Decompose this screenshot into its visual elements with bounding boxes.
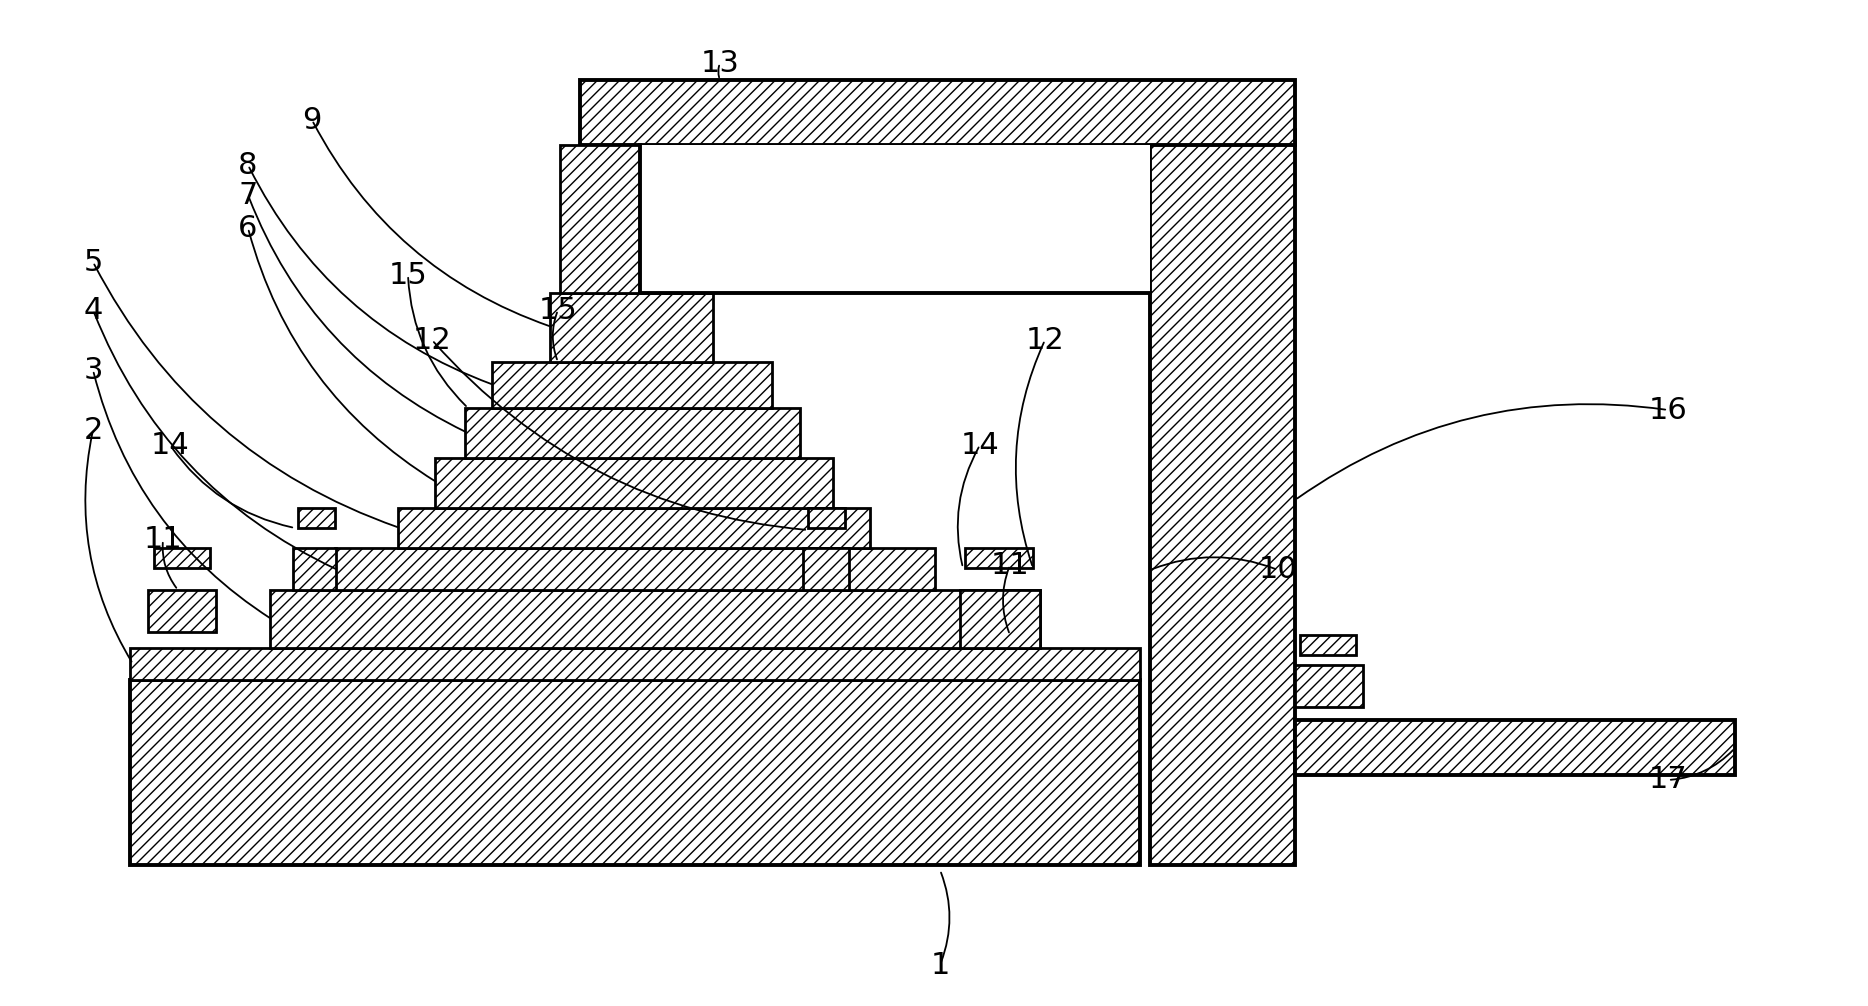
Bar xyxy=(299,508,334,528)
Text: 3: 3 xyxy=(84,355,103,384)
Bar xyxy=(334,548,936,590)
Bar xyxy=(435,458,833,508)
Text: 1: 1 xyxy=(930,951,949,980)
Bar xyxy=(148,590,217,632)
Bar xyxy=(398,508,870,548)
Bar xyxy=(271,590,1040,648)
Text: 16: 16 xyxy=(1649,395,1687,425)
Text: 14: 14 xyxy=(151,431,189,460)
Text: 5: 5 xyxy=(84,247,103,277)
Text: 11: 11 xyxy=(990,550,1029,579)
Text: 7: 7 xyxy=(239,180,258,209)
Text: 12: 12 xyxy=(1026,326,1065,354)
Text: 8: 8 xyxy=(239,151,258,179)
Text: 15: 15 xyxy=(389,261,428,290)
Bar xyxy=(153,548,209,568)
Bar xyxy=(579,80,1295,145)
Bar xyxy=(131,680,1139,865)
Text: 9: 9 xyxy=(303,106,321,135)
Bar xyxy=(1295,665,1364,707)
Bar xyxy=(960,590,1040,648)
Bar xyxy=(560,145,641,293)
Bar xyxy=(491,362,771,408)
Bar xyxy=(641,145,1151,293)
Text: 10: 10 xyxy=(1259,555,1298,584)
Bar xyxy=(809,508,844,528)
Bar xyxy=(465,408,800,458)
Bar xyxy=(1295,720,1735,775)
Text: 4: 4 xyxy=(84,296,103,325)
Text: 2: 2 xyxy=(84,415,103,445)
Text: 15: 15 xyxy=(538,296,577,325)
Text: 13: 13 xyxy=(700,48,740,77)
Bar xyxy=(549,293,714,362)
Text: 6: 6 xyxy=(239,213,258,242)
Bar xyxy=(803,548,848,590)
Text: 12: 12 xyxy=(413,326,452,354)
Text: 17: 17 xyxy=(1649,766,1687,795)
Text: 11: 11 xyxy=(144,525,183,554)
Bar xyxy=(131,648,1139,680)
Bar xyxy=(1151,130,1295,865)
Bar xyxy=(966,548,1033,568)
Bar xyxy=(1300,635,1356,655)
Bar xyxy=(293,548,336,590)
Text: 14: 14 xyxy=(960,431,999,460)
